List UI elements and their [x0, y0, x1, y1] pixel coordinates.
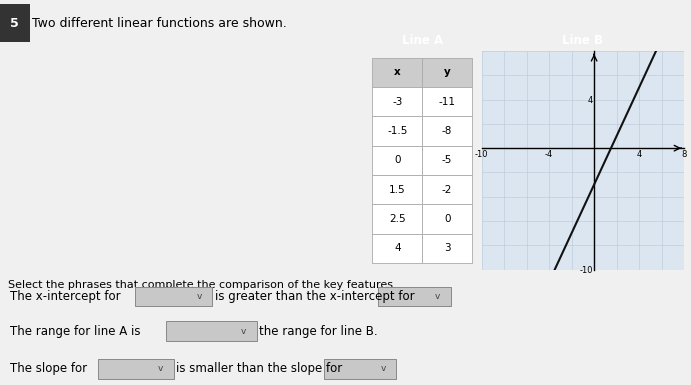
Bar [372, 87, 422, 116]
FancyBboxPatch shape [166, 321, 256, 341]
Text: is greater than the x-intercept for: is greater than the x-intercept for [215, 290, 415, 303]
Text: is smaller than the slope for: is smaller than the slope for [176, 362, 343, 375]
FancyBboxPatch shape [135, 287, 213, 306]
Text: y: y [444, 67, 451, 77]
Text: -5: -5 [442, 155, 453, 165]
Text: 0: 0 [394, 155, 401, 165]
Text: -1.5: -1.5 [387, 126, 408, 136]
Text: v: v [158, 364, 163, 373]
Bar [372, 175, 422, 204]
Text: 3: 3 [444, 243, 451, 253]
Bar [422, 116, 472, 146]
Bar [372, 116, 422, 146]
FancyBboxPatch shape [324, 359, 397, 378]
Text: 1.5: 1.5 [389, 185, 406, 195]
Text: -3: -3 [392, 97, 402, 107]
Text: Line A: Line A [401, 34, 443, 47]
Text: v: v [197, 292, 202, 301]
Text: the range for line B.: the range for line B. [259, 325, 378, 338]
Bar [422, 87, 472, 116]
Text: Select the phrases that complete the comparison of the key features.: Select the phrases that complete the com… [8, 280, 396, 290]
Text: Two different linear functions are shown.: Two different linear functions are shown… [32, 17, 287, 30]
FancyBboxPatch shape [0, 4, 30, 42]
Bar [372, 146, 422, 175]
Text: 0: 0 [444, 214, 451, 224]
Bar [422, 175, 472, 204]
Bar [422, 146, 472, 175]
Text: Line B: Line B [562, 34, 603, 47]
Text: v: v [241, 326, 246, 336]
Text: v: v [435, 292, 441, 301]
Text: The slope for: The slope for [10, 362, 88, 375]
Text: -2: -2 [442, 185, 453, 195]
FancyBboxPatch shape [379, 287, 451, 306]
Bar [422, 204, 472, 234]
Bar [372, 204, 422, 234]
FancyBboxPatch shape [98, 359, 173, 378]
Bar [422, 234, 472, 263]
Text: x: x [394, 67, 401, 77]
Text: The range for line A is: The range for line A is [10, 325, 141, 338]
Text: 4: 4 [394, 243, 401, 253]
Text: v: v [381, 364, 386, 373]
Text: The x-intercept for: The x-intercept for [10, 290, 121, 303]
Bar [372, 58, 422, 87]
Bar [372, 234, 422, 263]
Text: 5: 5 [10, 17, 19, 30]
Text: 2.5: 2.5 [389, 214, 406, 224]
Text: -8: -8 [442, 126, 453, 136]
Text: -11: -11 [439, 97, 455, 107]
Bar [422, 58, 472, 87]
